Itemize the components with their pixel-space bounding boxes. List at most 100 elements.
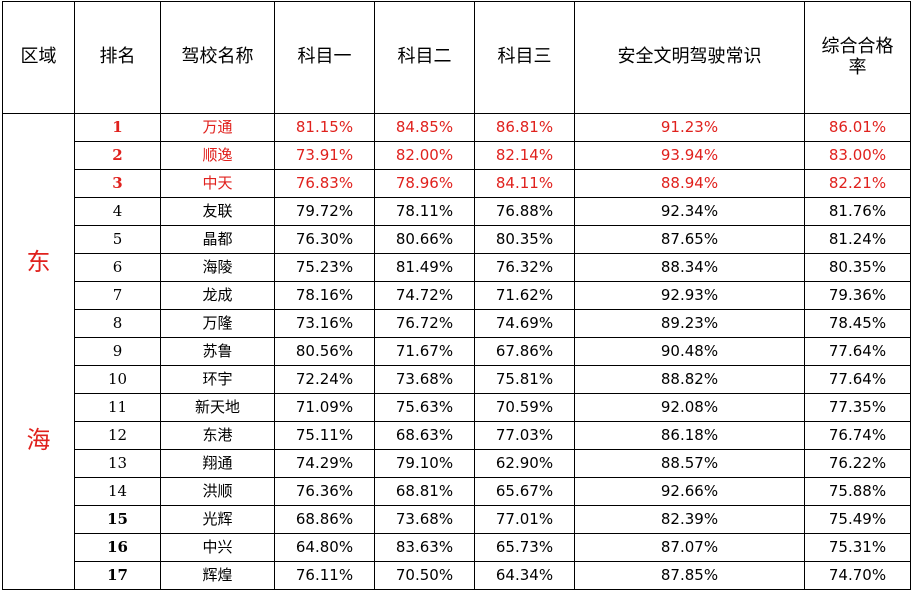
school-name-cell: 万通 — [160, 113, 275, 142]
school-name-cell: 中天 — [160, 169, 275, 198]
subject-1-cell: 76.11% — [274, 561, 375, 590]
table-row: 12 东港 75.11% 68.63% 77.03% 86.18% 76.74% — [3, 421, 911, 450]
subject-2-cell: 76.72% — [374, 309, 475, 338]
table-row: 15 光辉 68.86% 73.68% 77.01% 82.39% 75.49% — [3, 505, 911, 534]
overall-pass-rate-cell: 75.49% — [804, 505, 911, 534]
subject-2-cell: 75.63% — [374, 393, 475, 422]
subject-1-cell: 81.15% — [274, 113, 375, 142]
safety-knowledge-cell: 92.08% — [574, 393, 805, 422]
subject-2-cell: 80.66% — [374, 225, 475, 254]
subject-1-cell: 64.80% — [274, 533, 375, 562]
school-name-cell: 环宇 — [160, 365, 275, 394]
region-char: 海 — [26, 425, 51, 454]
table-row: 3 中天 76.83% 78.96% 84.11% 88.94% 82.21% — [3, 169, 911, 198]
subject-2-cell: 73.68% — [374, 365, 475, 394]
school-name-cell: 光辉 — [160, 505, 275, 534]
region-char: 东 — [26, 247, 51, 276]
rank-cell: 6 — [74, 253, 161, 282]
subject-2-cell: 74.72% — [374, 281, 475, 310]
rank-cell: 15 — [74, 505, 161, 534]
subject-1-cell: 75.11% — [274, 421, 375, 450]
overall-pass-rate-cell: 83.00% — [804, 141, 911, 170]
school-name-cell: 东港 — [160, 421, 275, 450]
school-name-cell: 海陵 — [160, 253, 275, 282]
overall-pass-rate-cell: 74.70% — [804, 561, 911, 590]
safety-knowledge-cell: 92.93% — [574, 281, 805, 310]
subject-1-cell: 75.23% — [274, 253, 375, 282]
rank-cell: 3 — [74, 169, 161, 198]
safety-knowledge-cell: 87.85% — [574, 561, 805, 590]
safety-knowledge-cell: 87.65% — [574, 225, 805, 254]
header-subject-2: 科目二 — [374, 1, 475, 114]
rank-cell: 10 — [74, 365, 161, 394]
school-name-cell: 顺逸 — [160, 141, 275, 170]
table-row: 东海 1 万通 81.15% 84.85% 86.81% 91.23% 86.01% — [2, 113, 911, 590]
subject-1-cell: 72.24% — [274, 365, 375, 394]
school-name-cell: 万隆 — [160, 309, 275, 338]
subject-1-cell: 76.36% — [274, 477, 375, 506]
subject-2-cell: 78.11% — [374, 197, 475, 226]
subject-3-cell: 77.01% — [474, 505, 575, 534]
rank-cell: 1 — [74, 113, 161, 142]
table-row: 9 苏鲁 80.56% 71.67% 67.86% 90.48% 77.64% — [3, 337, 911, 366]
subject-1-cell: 73.16% — [274, 309, 375, 338]
overall-pass-rate-cell: 79.36% — [804, 281, 911, 310]
school-name-cell: 晶都 — [160, 225, 275, 254]
subject-3-cell: 62.90% — [474, 449, 575, 478]
overall-pass-rate-cell: 75.88% — [804, 477, 911, 506]
subject-3-cell: 86.81% — [474, 113, 575, 142]
subject-1-cell: 68.86% — [274, 505, 375, 534]
overall-pass-rate-cell: 82.21% — [804, 169, 911, 198]
table-row: 13 翔通 74.29% 79.10% 62.90% 88.57% 76.22% — [3, 449, 911, 478]
school-name-cell: 友联 — [160, 197, 275, 226]
subject-1-cell: 79.72% — [274, 197, 375, 226]
subject-3-cell: 76.32% — [474, 253, 575, 282]
safety-knowledge-cell: 90.48% — [574, 337, 805, 366]
table-row: 2 顺逸 73.91% 82.00% 82.14% 93.94% 83.00% — [3, 141, 911, 170]
overall-pass-rate-cell: 80.35% — [804, 253, 911, 282]
overall-pass-rate-cell: 81.24% — [804, 225, 911, 254]
table-row: 10 环宇 72.24% 73.68% 75.81% 88.82% 77.64% — [3, 365, 911, 394]
subject-3-cell: 75.81% — [474, 365, 575, 394]
school-name-cell: 洪顺 — [160, 477, 275, 506]
subject-1-cell: 76.83% — [274, 169, 375, 198]
safety-knowledge-cell: 92.34% — [574, 197, 805, 226]
table-row: 6 海陵 75.23% 81.49% 76.32% 88.34% 80.35% — [3, 253, 911, 282]
subject-3-cell: 70.59% — [474, 393, 575, 422]
header-row: 区域 排名 驾校名称 科目一 科目二 科目三 安全文明驾驶常识 综合合格率 — [2, 1, 911, 114]
rank-cell: 9 — [74, 337, 161, 366]
school-name-cell: 苏鲁 — [160, 337, 275, 366]
overall-pass-rate-cell: 77.64% — [804, 337, 911, 366]
overall-pass-rate-cell: 78.45% — [804, 309, 911, 338]
table-row: 14 洪顺 76.36% 68.81% 65.67% 92.66% 75.88% — [3, 477, 911, 506]
subject-3-cell: 67.86% — [474, 337, 575, 366]
overall-pass-rate-cell: 75.31% — [804, 533, 911, 562]
safety-knowledge-cell: 93.94% — [574, 141, 805, 170]
table-row: 7 龙成 78.16% 74.72% 71.62% 92.93% 79.36% — [3, 281, 911, 310]
safety-knowledge-cell: 88.82% — [574, 365, 805, 394]
safety-knowledge-cell: 82.39% — [574, 505, 805, 534]
subject-1-cell: 76.30% — [274, 225, 375, 254]
header-overall-pass-rate: 综合合格率 — [804, 1, 911, 114]
subject-1-cell: 71.09% — [274, 393, 375, 422]
rank-cell: 2 — [74, 141, 161, 170]
subject-2-cell: 82.00% — [374, 141, 475, 170]
overall-pass-rate-cell: 86.01% — [804, 113, 911, 142]
header-school-name: 驾校名称 — [160, 1, 275, 114]
safety-knowledge-cell: 88.94% — [574, 169, 805, 198]
overall-pass-rate-cell: 77.64% — [804, 365, 911, 394]
rank-cell: 11 — [74, 393, 161, 422]
subject-2-cell: 84.85% — [374, 113, 475, 142]
subject-3-cell: 65.67% — [474, 477, 575, 506]
school-name-cell: 辉煌 — [160, 561, 275, 590]
safety-knowledge-cell: 89.23% — [574, 309, 805, 338]
table-row: 5 晶都 76.30% 80.66% 80.35% 87.65% 81.24% — [3, 225, 911, 254]
rank-cell: 7 — [74, 281, 161, 310]
rank-cell: 4 — [74, 197, 161, 226]
safety-knowledge-cell: 92.66% — [574, 477, 805, 506]
subject-1-cell: 78.16% — [274, 281, 375, 310]
subject-2-cell: 68.63% — [374, 421, 475, 450]
subject-2-cell: 78.96% — [374, 169, 475, 198]
school-name-cell: 中兴 — [160, 533, 275, 562]
subject-3-cell: 80.35% — [474, 225, 575, 254]
